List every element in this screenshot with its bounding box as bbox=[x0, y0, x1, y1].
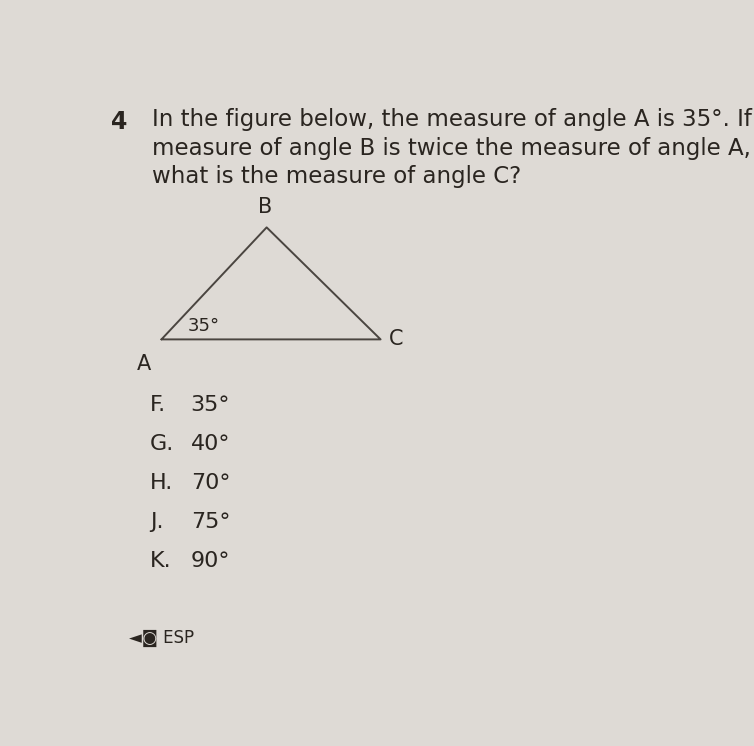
Text: 75°: 75° bbox=[191, 513, 230, 533]
Text: 90°: 90° bbox=[191, 551, 230, 571]
Text: A: A bbox=[136, 354, 151, 374]
Text: In the figure below, the measure of angle A is 35°. If the: In the figure below, the measure of angl… bbox=[152, 108, 754, 131]
Text: 35°: 35° bbox=[191, 395, 230, 415]
Text: J.: J. bbox=[150, 513, 164, 533]
Text: 40°: 40° bbox=[191, 434, 230, 454]
Text: C: C bbox=[389, 330, 404, 349]
Text: F.: F. bbox=[150, 395, 166, 415]
Text: 70°: 70° bbox=[191, 473, 230, 493]
Text: 35°: 35° bbox=[188, 317, 220, 336]
Text: B: B bbox=[259, 197, 273, 217]
Text: 4: 4 bbox=[111, 110, 127, 134]
Text: ◄◙ ESP: ◄◙ ESP bbox=[130, 629, 195, 647]
Text: K.: K. bbox=[150, 551, 171, 571]
Text: G.: G. bbox=[150, 434, 174, 454]
Text: measure of angle B is twice the measure of angle A,: measure of angle B is twice the measure … bbox=[152, 137, 750, 160]
Text: what is the measure of angle C?: what is the measure of angle C? bbox=[152, 166, 521, 188]
Text: H.: H. bbox=[150, 473, 173, 493]
